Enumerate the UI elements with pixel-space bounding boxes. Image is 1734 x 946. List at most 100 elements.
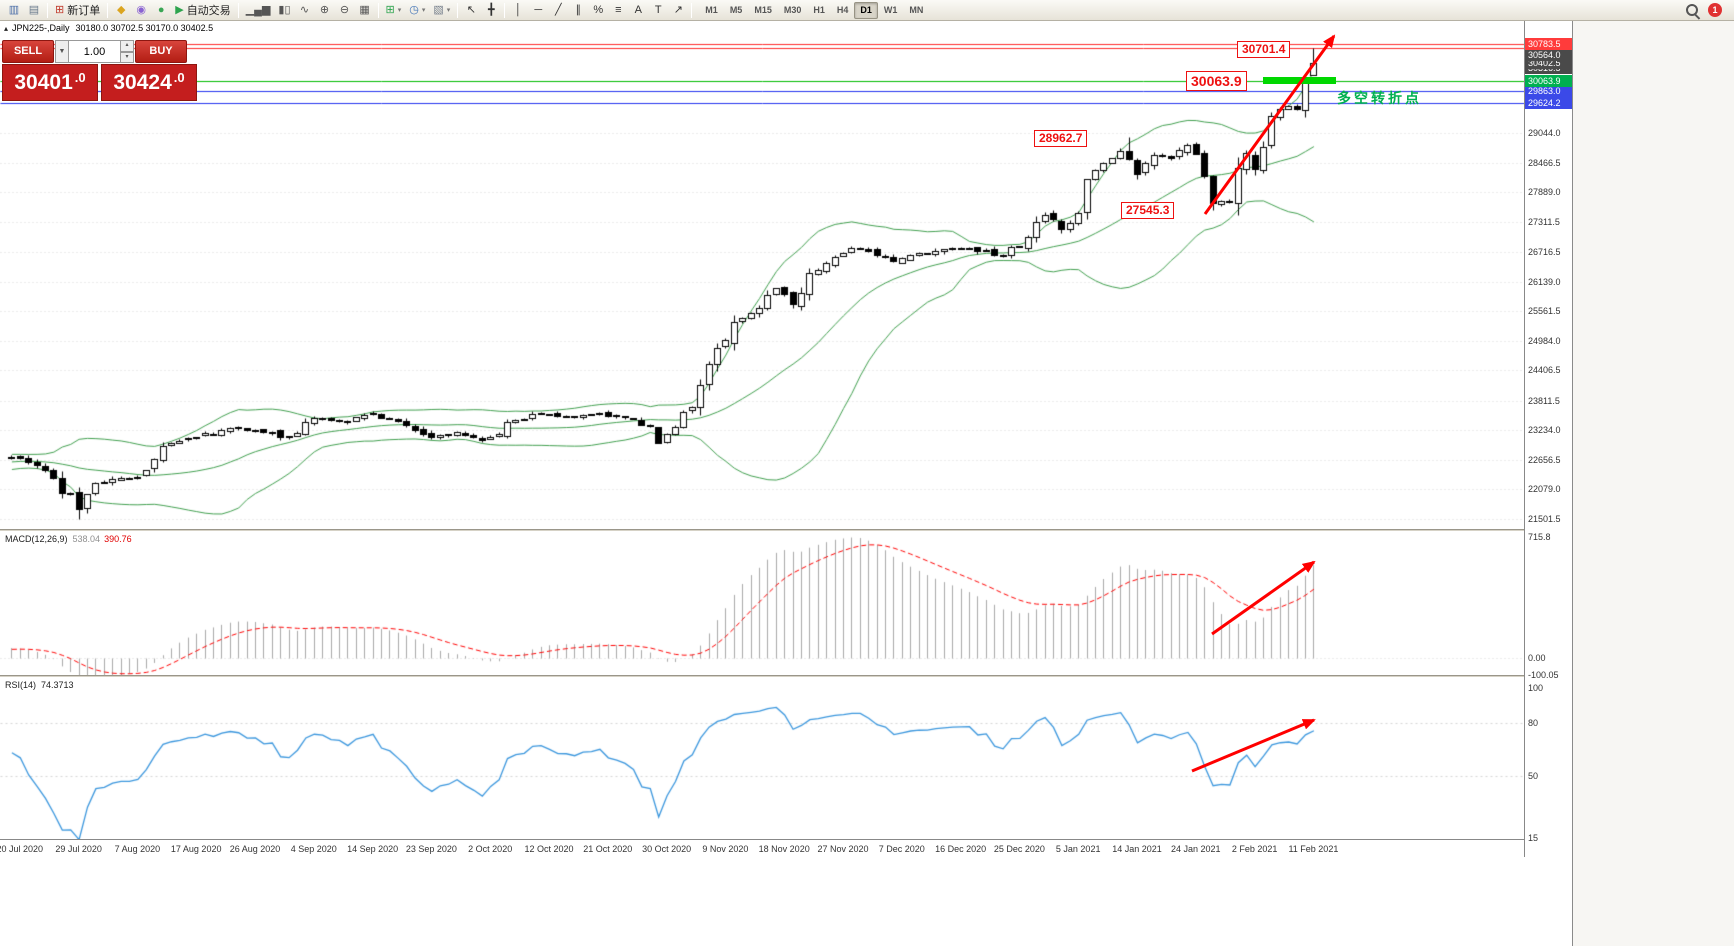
text-icon[interactable]: A xyxy=(628,1,648,19)
timeframe-h1[interactable]: H1 xyxy=(807,2,831,19)
macd-indicator-label: MACD(12,26,9) 538.04 390.76 xyxy=(5,534,132,544)
volume-up-icon[interactable]: ▴ xyxy=(121,40,134,52)
buy-price[interactable]: 30424 .0 xyxy=(101,64,197,101)
price-annotation-box[interactable]: 30063.9 xyxy=(1186,71,1247,91)
crosshair-icon[interactable]: ╋ xyxy=(481,1,501,19)
one-click-trading-panel: SELL ▼ ▴ ▾ BUY 30401 .0 30424 .0 xyxy=(2,40,200,101)
notification-badge[interactable]: 1 xyxy=(1708,3,1722,17)
equidistant-channel-icon[interactable]: ∥ xyxy=(568,1,588,19)
rsi-axis-label: 50 xyxy=(1528,771,1539,782)
date-axis-label: 11 Feb 2021 xyxy=(1288,844,1339,854)
zoom-out-glyph: ⊖ xyxy=(339,3,350,16)
price-axis-label: 22079.0 xyxy=(1528,484,1561,495)
horizontal-line-icon[interactable]: ─ xyxy=(528,1,548,19)
price-annotation-box[interactable]: 30701.4 xyxy=(1237,41,1291,58)
timeframe-d1[interactable]: D1 xyxy=(854,1,878,19)
price-axis-label: 23234.0 xyxy=(1528,425,1561,436)
timeframe-w1[interactable]: W1 xyxy=(878,2,904,19)
toolbar-separator xyxy=(457,2,459,18)
chart-bars-icon[interactable]: ▁▄▆ xyxy=(242,1,275,19)
date-axis-label: 30 Oct 2020 xyxy=(642,844,692,854)
horizontal-line-glyph: ─ xyxy=(534,3,543,16)
turning-point-label[interactable]: 多空转折点 xyxy=(1337,90,1422,106)
volume-input[interactable] xyxy=(69,40,121,63)
main-chart-canvas[interactable] xyxy=(0,21,1524,529)
market-glyph: ◉ xyxy=(136,3,147,16)
chart-line-glyph: ∿ xyxy=(299,3,310,16)
date-axis-label: 20 Jul 2020 xyxy=(0,844,44,854)
objects-list-glyph: ≡ xyxy=(615,3,622,16)
price-axis-label: 24406.5 xyxy=(1528,365,1561,376)
vertical-line-glyph: │ xyxy=(514,3,522,16)
toolbar-right-group: 1 xyxy=(1685,3,1730,18)
cursor-glyph: ↖ xyxy=(466,3,476,16)
timeframe-group: M1 M5 M15 M30 H1 H4 D1 W1 MN xyxy=(699,1,929,19)
toolbar-icon-group: ▥ ▤ ⊞ 新订单 ◆ ◉ ● ▶ 自动交易 ▁▄▆ ▮▯ ∿ ⊕ ⊖ ▦ ⊞ ▾ ◷ ▾ ▧ ▾ ↖ ╋ │ ─ ╱ ∥% ≡ A T ↗ xyxy=(4,0,695,21)
price-tag: 29624.2 xyxy=(1525,97,1572,110)
timeframe-m15[interactable]: M15 xyxy=(748,2,778,19)
date-axis-label: 27 Nov 2020 xyxy=(817,844,869,854)
signals-glyph: ● xyxy=(157,3,165,16)
zoom-out-icon[interactable]: ⊖ xyxy=(335,1,355,19)
trendline-icon[interactable]: ╱ xyxy=(548,1,568,19)
timeframe-m1[interactable]: M1 xyxy=(699,2,724,19)
panel-splitter[interactable] xyxy=(0,675,1572,678)
toolbar-separator xyxy=(691,2,693,18)
macd-panel-canvas[interactable] xyxy=(0,532,1524,675)
market-icon[interactable]: ◉ xyxy=(131,1,151,19)
rsi-panel-canvas[interactable] xyxy=(0,678,1524,839)
chart-candles-icon[interactable]: ▮▯ xyxy=(274,1,294,19)
date-axis-label: 7 Dec 2020 xyxy=(878,844,925,854)
periods-icon[interactable]: ◷ ▾ xyxy=(405,1,429,19)
support-level-bar[interactable] xyxy=(1263,77,1336,84)
timeframe-mn[interactable]: MN xyxy=(903,2,929,19)
chart-line-icon[interactable]: ∿ xyxy=(295,1,315,19)
volume-down-icon[interactable]: ▾ xyxy=(121,51,134,63)
buy-button[interactable]: BUY xyxy=(135,40,187,63)
timeframe-m5[interactable]: M5 xyxy=(724,2,749,19)
text-label-icon[interactable]: T xyxy=(648,1,668,19)
fibonacci-icon[interactable]: % xyxy=(588,1,608,19)
profiles-icon[interactable]: ▤ xyxy=(24,1,44,19)
toolbar-separator xyxy=(504,2,506,18)
arrow-tool-icon[interactable]: ↗ xyxy=(668,1,688,19)
metaeditor-icon[interactable]: ◆ xyxy=(111,1,131,19)
date-axis-label: 5 Jan 2021 xyxy=(1055,844,1101,854)
volume-dropdown[interactable]: ▼ xyxy=(55,40,69,63)
tile-windows-icon[interactable]: ▦ xyxy=(355,1,375,19)
date-axis-label: 29 Jul 2020 xyxy=(55,844,102,854)
date-axis-label: 4 Sep 2020 xyxy=(290,844,337,854)
templates-icon[interactable]: ▧ ▾ xyxy=(429,1,454,19)
toolbar-separator xyxy=(377,2,379,18)
search-icon[interactable] xyxy=(1685,3,1700,18)
auto-trading-glyph: ▶ xyxy=(175,3,184,16)
date-axis[interactable]: 20 Jul 2020 29 Jul 2020 7 Aug 2020 17 Aug 2… xyxy=(0,839,1524,857)
signals-icon[interactable]: ● xyxy=(151,1,171,19)
panel-splitter[interactable] xyxy=(0,529,1572,532)
date-axis-label: 26 Aug 2020 xyxy=(229,844,281,854)
price-axis-label: 27311.5 xyxy=(1528,216,1560,227)
price-tag: 30783.5 xyxy=(1525,38,1572,50)
date-axis-label: 12 Oct 2020 xyxy=(524,844,574,854)
toolbar-separator xyxy=(237,2,239,18)
auto-trading-label: 自动交易 xyxy=(186,5,231,17)
auto-trading-button[interactable]: ▶ 自动交易 xyxy=(171,1,234,19)
price-axis[interactable]: 29044.0 28466.5 27889.0 27311.5 26716.5 26139… xyxy=(1524,21,1572,857)
vertical-line-icon[interactable]: │ xyxy=(508,1,528,19)
indicators-icon[interactable]: ⊞ ▾ xyxy=(382,1,406,19)
price-annotation-box[interactable]: 27545.3 xyxy=(1121,202,1175,219)
date-axis-label: 2 Oct 2020 xyxy=(468,844,513,854)
cursor-icon[interactable]: ↖ xyxy=(461,1,481,19)
timeframe-h4[interactable]: H4 xyxy=(831,2,855,19)
toolbar-separator xyxy=(47,2,48,18)
zoom-in-icon[interactable]: ⊕ xyxy=(315,1,335,19)
sell-button[interactable]: SELL xyxy=(2,40,54,63)
new-order-button[interactable]: ⊞ 新订单 xyxy=(51,1,104,19)
new-chart-icon[interactable]: ▥ xyxy=(4,1,24,19)
objects-list-icon[interactable]: ≡ xyxy=(608,1,628,19)
timeframe-m30[interactable]: M30 xyxy=(778,2,808,19)
price-annotation-box[interactable]: 28962.7 xyxy=(1034,130,1088,147)
zoom-in-glyph: ⊕ xyxy=(319,3,330,16)
one-click-toggle-icon[interactable]: ▴ xyxy=(4,24,9,33)
sell-price[interactable]: 30401 .0 xyxy=(2,64,98,101)
